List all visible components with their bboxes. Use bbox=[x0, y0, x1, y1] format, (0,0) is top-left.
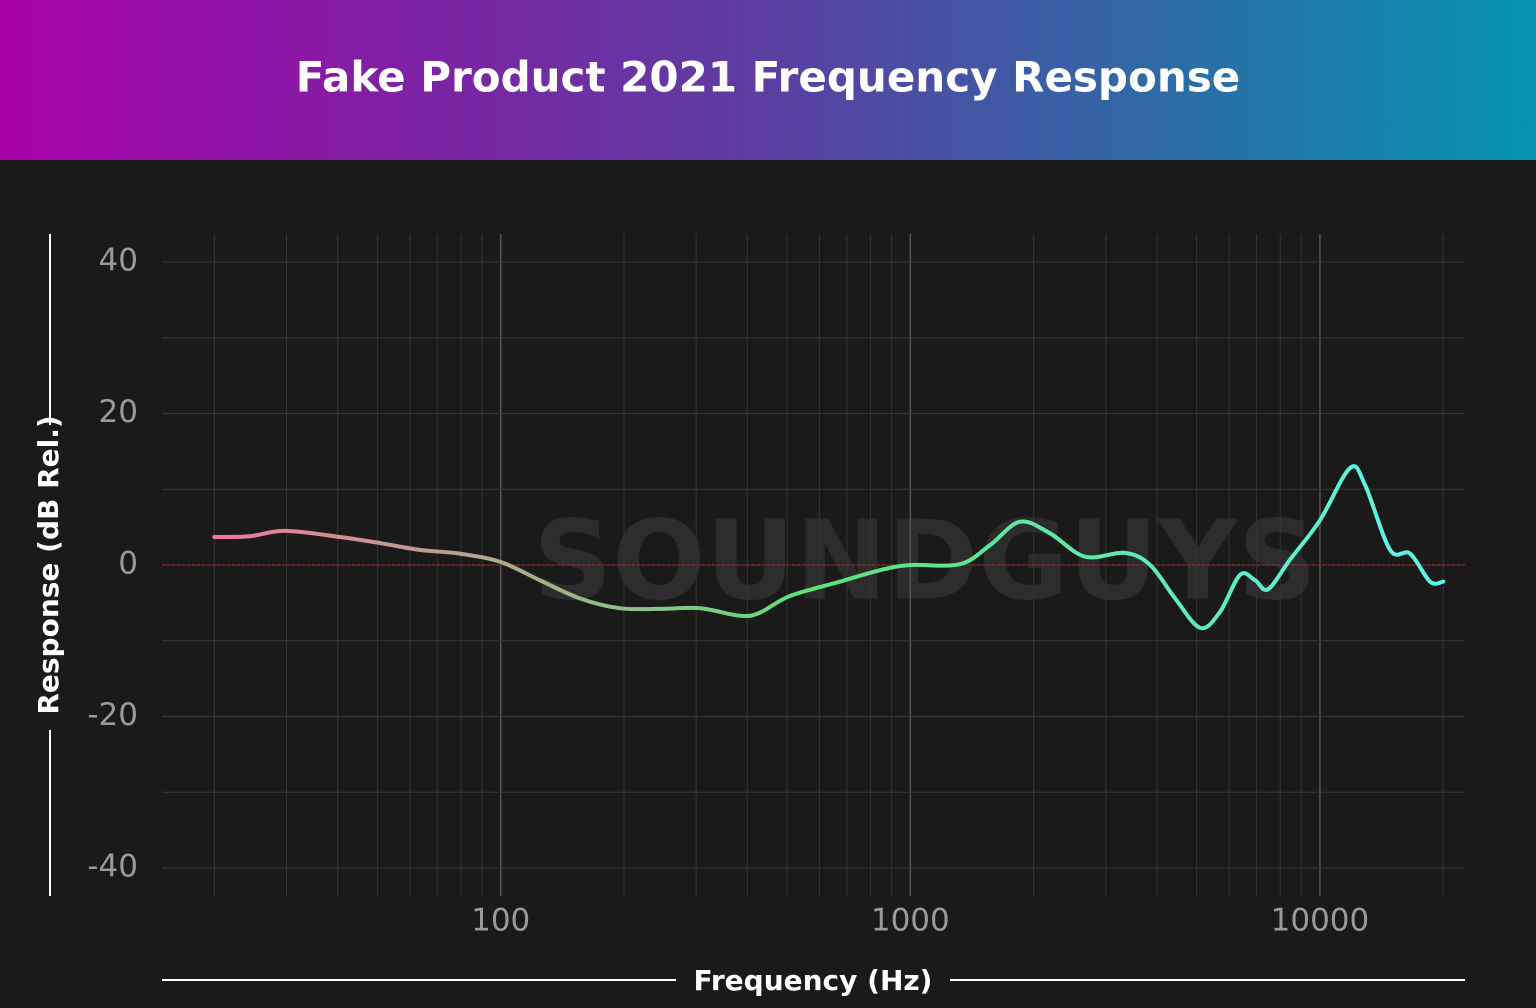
x-tick-label: 1000 bbox=[871, 903, 950, 939]
grid: -40 -20 0 20 40 100 1000 10000 bbox=[87, 234, 1465, 939]
y-tick-label: 40 bbox=[99, 243, 138, 279]
y-tick-label: 20 bbox=[99, 394, 138, 430]
y-tick-label: -40 bbox=[87, 848, 138, 884]
x-tick-label: 10000 bbox=[1271, 903, 1370, 939]
x-axis-label: Frequency (Hz) bbox=[694, 964, 933, 997]
header bbox=[0, 0, 1536, 160]
y-tick-label: 0 bbox=[118, 546, 138, 582]
watermark: SOUNDGUYS bbox=[533, 496, 1317, 624]
y-axis-label: Response (dB Rel.) bbox=[32, 415, 65, 714]
y-tick-label: -20 bbox=[87, 697, 138, 733]
response-line bbox=[212, 464, 1446, 631]
chart-title: Fake Product 2021 Frequency Response bbox=[296, 53, 1241, 102]
plot bbox=[212, 464, 1446, 631]
x-tick-label: 100 bbox=[471, 903, 530, 939]
